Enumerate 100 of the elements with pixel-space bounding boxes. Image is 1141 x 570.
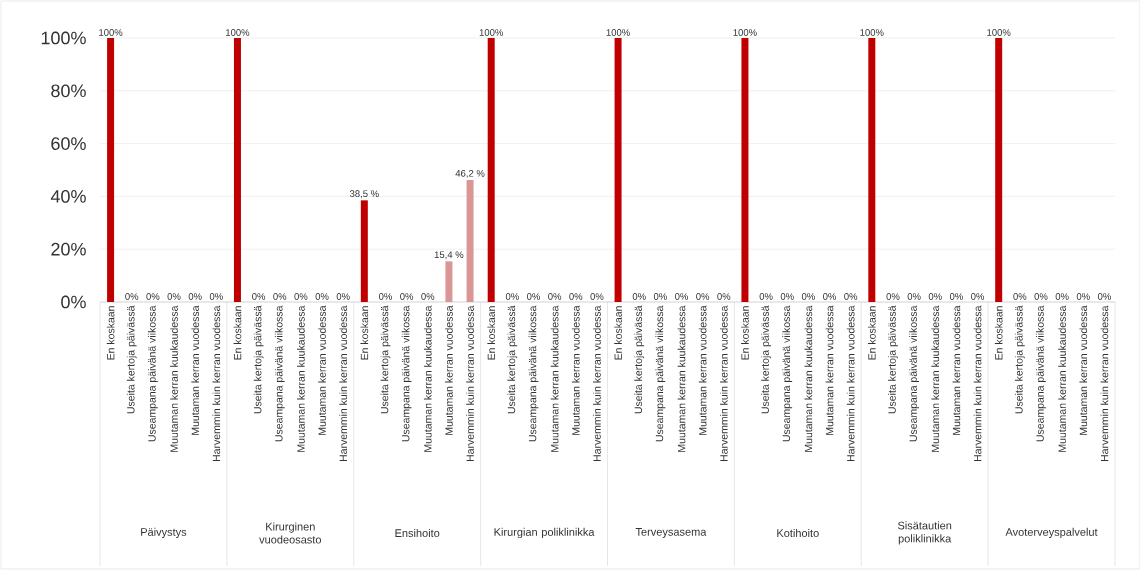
x-tick-label: En koskaan	[867, 306, 876, 360]
x-tick-label: Muutaman kerran kuukaudessa	[931, 305, 940, 452]
data-label: 38,5 %	[349, 190, 379, 199]
data-label: 0%	[844, 293, 858, 300]
bar	[614, 38, 622, 302]
data-label: 0%	[632, 293, 646, 300]
text: Kotihoito	[777, 528, 819, 538]
data-label: 0%	[1013, 293, 1027, 300]
data-label: 100%	[606, 29, 630, 36]
data-label: 0%	[273, 293, 287, 300]
x-tick-label: Harvemmin kuin kerran vuodessa	[593, 305, 601, 462]
x-tick-label: Useita kertoja päivässä	[380, 305, 391, 414]
bar	[995, 38, 1003, 302]
x-tick-label: En koskaan	[233, 306, 242, 360]
bar	[487, 38, 495, 302]
data-label: 0%	[886, 293, 900, 300]
x-tick-label: Muutaman kerran vuodessa	[571, 305, 580, 435]
x-tick-label: Muutaman kerran vuodessa	[952, 305, 961, 435]
x-tick-label: En koskaan	[360, 306, 369, 360]
data-label: 0%	[378, 293, 392, 300]
x-tick-label: Muutaman kerran vuodessa	[1079, 305, 1088, 435]
x-tick-label: Muutaman kerran vuodessa	[318, 305, 326, 435]
data-label: 0%	[569, 293, 583, 300]
bar	[466, 180, 474, 302]
text: Kirurginen vuodeosasto	[259, 522, 322, 544]
data-label: 0%	[1055, 293, 1069, 300]
x-tick-label: Useampana päivänä viikossa	[528, 305, 539, 442]
y-tick-label: 20%	[51, 242, 86, 256]
x-tick-label: Useampana päivänä viikossa	[274, 305, 285, 442]
x-tick-label: Useita kertoja päivässä	[253, 305, 264, 414]
x-tick-label: Harvemmin kuin kerran vuodessa	[719, 305, 728, 462]
x-tick-label: Muutaman kerran vuodessa	[698, 305, 707, 435]
data-label: 100%	[226, 29, 250, 36]
text: Terveysasema	[635, 528, 707, 538]
data-label: 0%	[971, 293, 985, 300]
text: Ensihoito	[395, 528, 440, 538]
x-tick-label: Muutaman kerran kuukaudessa	[550, 305, 559, 452]
x-tick-label: Muutaman kerran kuukaudessa	[423, 305, 432, 452]
text: Kirurgian poliklinikka	[494, 527, 595, 539]
x-tick-label: Useampana päivänä viikossa	[782, 305, 793, 442]
x-tick-label: Useampana päivänä viikossa	[147, 305, 158, 442]
data-label: 0%	[928, 293, 942, 300]
data-label: 0%	[823, 293, 837, 300]
data-label: 0%	[590, 293, 604, 300]
x-tick-label: Useita kertoja päivässä	[888, 305, 898, 414]
data-label: 0%	[717, 293, 731, 300]
text: Päivystys	[141, 527, 187, 539]
data-label: 0%	[759, 293, 773, 300]
data-label: 100%	[987, 29, 1011, 36]
y-tick-label: 60%	[51, 137, 86, 150]
x-tick-label: En koskaan	[994, 306, 1003, 360]
x-tick-label: Muutaman kerran kuukaudessa	[804, 305, 813, 452]
x-tick-label: Useita kertoja päivässä	[634, 305, 645, 414]
data-label: 0%	[294, 293, 308, 300]
x-tick-label: Useita kertoja päivässä	[761, 305, 771, 414]
data-label: 46,2 %	[455, 169, 485, 178]
text: Avoterveyspalvelut	[1005, 527, 1098, 539]
y-tick-label: 100%	[41, 31, 86, 45]
data-label: 0%	[252, 293, 266, 300]
data-label: 0%	[315, 293, 329, 300]
x-tick-label: Harvemmin kuin kerran vuodessa	[466, 305, 474, 462]
text: Sisätautien poliklinikka	[897, 521, 952, 545]
x-tick-label: Muutaman kerran kuukaudessa	[1058, 305, 1066, 452]
bar	[233, 38, 241, 302]
x-tick-label: Muutaman kerran kuukaudessa	[297, 305, 305, 452]
data-label: 0%	[505, 293, 519, 300]
x-tick-label: Harvemmin kuin kerran vuodessa	[339, 305, 348, 462]
data-label: 0%	[167, 293, 181, 300]
data-label: 100%	[479, 29, 504, 36]
data-label: 15,4 %	[434, 251, 464, 260]
data-label: 0%	[1076, 293, 1090, 300]
data-label: 0%	[421, 293, 435, 300]
data-label: 100%	[733, 29, 757, 36]
data-label: 100%	[99, 29, 123, 36]
x-tick-label: En koskaan	[614, 306, 622, 360]
bar	[741, 38, 749, 302]
bar	[360, 200, 368, 302]
data-label: 0%	[527, 293, 541, 300]
data-label: 0%	[548, 293, 562, 300]
y-tick-label: 40%	[50, 190, 86, 203]
x-tick-label: Muutaman kerran kuukaudessa	[677, 305, 686, 452]
x-tick-label: En koskaan	[106, 306, 115, 360]
data-label: 0%	[801, 293, 815, 300]
data-label: 0%	[400, 293, 414, 300]
x-tick-label: Useampana päivänä viikossa	[1036, 305, 1046, 442]
x-tick-label: Useita kertoja päivässä	[507, 305, 518, 414]
data-label: 0%	[146, 293, 160, 300]
data-label: 0%	[209, 293, 223, 300]
data-label: 0%	[675, 293, 689, 300]
data-label: 0%	[1034, 293, 1048, 300]
data-label: 0%	[780, 293, 794, 300]
data-label: 0%	[188, 293, 202, 300]
x-tick-label: Harvemmin kuin kerran vuodessa	[973, 305, 982, 462]
bar	[868, 38, 876, 302]
x-tick-label: Muutaman kerran kuukaudessa	[170, 305, 178, 452]
data-label: 0%	[336, 293, 350, 300]
x-tick-label: Useampana päivänä viikossa	[655, 305, 666, 442]
data-label: 0%	[907, 293, 921, 300]
x-tick-label: Muutaman kerran vuodessa	[445, 305, 453, 435]
bar	[107, 38, 115, 302]
